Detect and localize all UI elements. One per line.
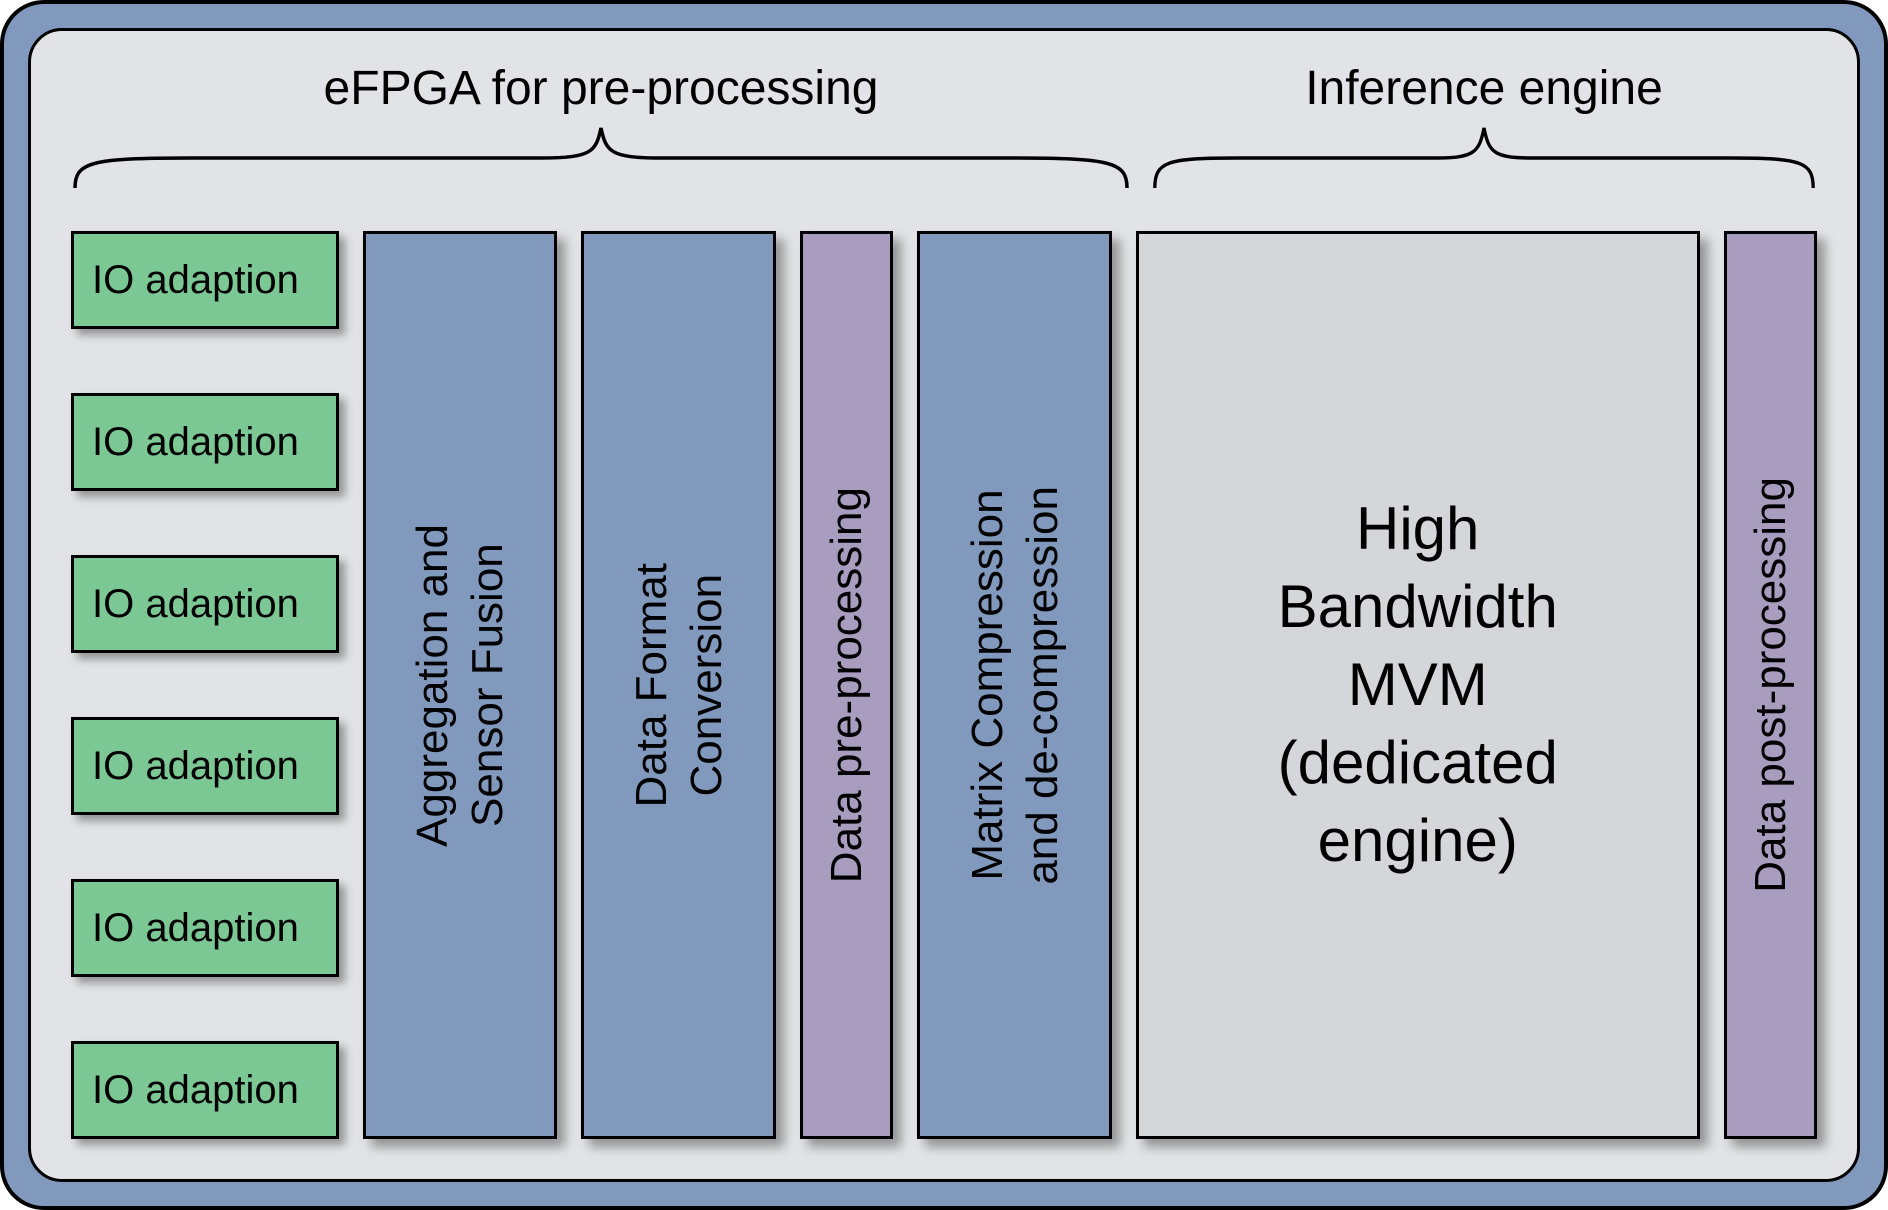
section-label-right: Inference engine	[1305, 61, 1663, 116]
matrix-label: Matrix Compression and de-compression	[960, 486, 1070, 885]
dataformat-block: Data Format Conversion	[581, 231, 775, 1139]
io-label: IO adaption	[92, 1068, 299, 1113]
preproc-label: Data pre-processing	[819, 487, 874, 883]
matrix-block: Matrix Compression and de-compression	[917, 231, 1111, 1139]
inner-frame: eFPGA for pre-processing Inference engin…	[28, 28, 1860, 1182]
io-adaption-box: IO adaption	[71, 555, 339, 653]
io-adaption-box: IO adaption	[71, 717, 339, 815]
io-adaption-box: IO adaption	[71, 393, 339, 491]
engine-label: High Bandwidth MVM (dedicated engine)	[1278, 490, 1558, 880]
section-label-left: eFPGA for pre-processing	[324, 61, 879, 116]
io-adaption-box: IO adaption	[71, 1041, 339, 1139]
aggregation-block: Aggregation and Sensor Fusion	[363, 231, 557, 1139]
engine-block: High Bandwidth MVM (dedicated engine)	[1136, 231, 1700, 1139]
brace-left	[71, 122, 1131, 192]
postproc-label: Data post-processing	[1743, 477, 1798, 893]
io-label: IO adaption	[92, 258, 299, 303]
brace-right	[1151, 122, 1817, 192]
io-label: IO adaption	[92, 420, 299, 465]
io-label: IO adaption	[92, 582, 299, 627]
section-header-right: Inference engine	[1151, 61, 1817, 192]
aggregation-label: Aggregation and Sensor Fusion	[405, 524, 515, 847]
section-header-left: eFPGA for pre-processing	[71, 61, 1131, 192]
io-label: IO adaption	[92, 906, 299, 951]
outer-frame: eFPGA for pre-processing Inference engin…	[0, 0, 1888, 1210]
io-adaption-box: IO adaption	[71, 879, 339, 977]
preproc-block: Data pre-processing	[800, 231, 893, 1139]
blocks-row: IO adaption IO adaption IO adaption IO a…	[71, 231, 1817, 1139]
header-row: eFPGA for pre-processing Inference engin…	[71, 61, 1817, 231]
io-label: IO adaption	[92, 744, 299, 789]
postproc-block: Data post-processing	[1724, 231, 1817, 1139]
io-adaption-box: IO adaption	[71, 231, 339, 329]
dataformat-label: Data Format Conversion	[624, 563, 734, 808]
io-column: IO adaption IO adaption IO adaption IO a…	[71, 231, 339, 1139]
